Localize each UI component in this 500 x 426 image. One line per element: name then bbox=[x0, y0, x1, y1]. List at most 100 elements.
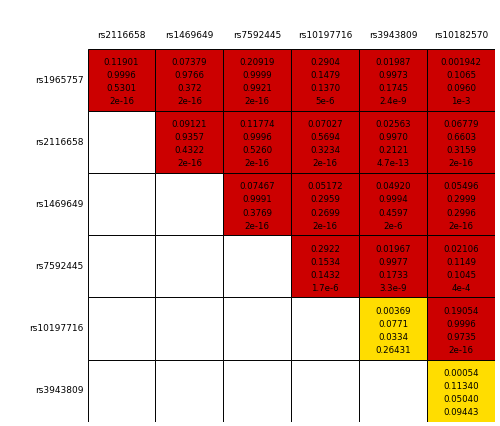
Text: rs1965757: rs1965757 bbox=[35, 75, 84, 84]
Text: 0.1534: 0.1534 bbox=[310, 258, 340, 267]
Bar bbox=[291, 173, 359, 235]
Text: 2e-6: 2e-6 bbox=[384, 222, 403, 230]
Text: 0.9999: 0.9999 bbox=[242, 71, 272, 80]
Text: rs10197716: rs10197716 bbox=[29, 324, 84, 333]
Text: rs1469649: rs1469649 bbox=[165, 31, 214, 40]
Text: 0.0771: 0.0771 bbox=[378, 320, 408, 329]
Text: 0.20919: 0.20919 bbox=[240, 58, 275, 67]
Text: rs10197716: rs10197716 bbox=[298, 31, 352, 40]
Text: 0.6603: 0.6603 bbox=[446, 133, 476, 142]
Text: 2e-16: 2e-16 bbox=[177, 97, 202, 106]
Bar bbox=[88, 111, 156, 173]
Bar bbox=[427, 173, 495, 235]
Bar bbox=[359, 235, 427, 297]
Text: 0.4597: 0.4597 bbox=[378, 208, 408, 218]
Text: 0.9991: 0.9991 bbox=[242, 196, 272, 204]
Text: 0.11340: 0.11340 bbox=[443, 382, 479, 391]
Text: 0.1045: 0.1045 bbox=[446, 271, 476, 279]
Text: 0.1745: 0.1745 bbox=[378, 84, 408, 93]
Text: 0.00054: 0.00054 bbox=[443, 369, 479, 378]
Text: 0.07027: 0.07027 bbox=[308, 120, 343, 129]
Text: 0.3234: 0.3234 bbox=[310, 147, 340, 155]
Text: 2e-16: 2e-16 bbox=[448, 159, 473, 168]
Bar bbox=[224, 49, 291, 111]
Text: 0.0960: 0.0960 bbox=[446, 84, 476, 93]
Text: 0.11774: 0.11774 bbox=[240, 120, 275, 129]
Text: 0.1149: 0.1149 bbox=[446, 258, 476, 267]
Bar bbox=[291, 49, 359, 111]
Text: rs1469649: rs1469649 bbox=[35, 200, 84, 209]
Bar bbox=[427, 111, 495, 173]
Text: 0.372: 0.372 bbox=[177, 84, 202, 93]
Bar bbox=[88, 173, 156, 235]
Bar bbox=[427, 297, 495, 360]
Text: 0.02106: 0.02106 bbox=[443, 245, 479, 253]
Text: 0.9973: 0.9973 bbox=[378, 71, 408, 80]
Bar bbox=[224, 235, 291, 297]
Text: 2e-16: 2e-16 bbox=[245, 222, 270, 230]
Text: rs3943809: rs3943809 bbox=[35, 386, 84, 395]
Bar bbox=[156, 297, 224, 360]
Bar bbox=[88, 235, 156, 297]
Text: 0.1733: 0.1733 bbox=[378, 271, 408, 279]
Text: 2e-16: 2e-16 bbox=[177, 159, 202, 168]
Bar bbox=[88, 360, 156, 422]
Bar bbox=[359, 111, 427, 173]
Text: 0.2904: 0.2904 bbox=[310, 58, 340, 67]
Text: 0.2121: 0.2121 bbox=[378, 147, 408, 155]
Text: 0.05496: 0.05496 bbox=[444, 182, 479, 191]
Text: 0.5301: 0.5301 bbox=[106, 84, 136, 93]
Text: 4.7e-13: 4.7e-13 bbox=[376, 159, 410, 168]
Text: rs3943809: rs3943809 bbox=[369, 31, 418, 40]
Text: 0.2699: 0.2699 bbox=[310, 208, 340, 218]
Bar bbox=[291, 235, 359, 297]
Text: 0.2999: 0.2999 bbox=[446, 196, 476, 204]
Bar bbox=[359, 297, 427, 360]
Text: 0.9735: 0.9735 bbox=[446, 333, 476, 342]
Text: 0.9970: 0.9970 bbox=[378, 133, 408, 142]
Text: 0.04920: 0.04920 bbox=[376, 182, 411, 191]
Text: 2e-16: 2e-16 bbox=[245, 159, 270, 168]
Text: 0.4322: 0.4322 bbox=[174, 147, 204, 155]
Text: 0.11901: 0.11901 bbox=[104, 58, 139, 67]
Text: 0.9996: 0.9996 bbox=[446, 320, 476, 329]
Bar bbox=[291, 111, 359, 173]
Text: 0.9921: 0.9921 bbox=[242, 84, 272, 93]
Bar bbox=[291, 297, 359, 360]
Bar bbox=[224, 360, 291, 422]
Text: 0.001942: 0.001942 bbox=[440, 58, 482, 67]
Bar bbox=[156, 49, 224, 111]
Text: 0.9977: 0.9977 bbox=[378, 258, 408, 267]
Text: 0.05172: 0.05172 bbox=[308, 182, 343, 191]
Text: 2e-16: 2e-16 bbox=[312, 222, 338, 230]
Text: 0.3159: 0.3159 bbox=[446, 147, 476, 155]
Text: 0.05040: 0.05040 bbox=[443, 395, 479, 404]
Bar bbox=[224, 297, 291, 360]
Text: 0.00369: 0.00369 bbox=[376, 307, 411, 316]
Text: 4e-4: 4e-4 bbox=[452, 284, 471, 293]
Text: 1e-3: 1e-3 bbox=[452, 97, 471, 106]
Text: rs7592445: rs7592445 bbox=[233, 31, 281, 40]
Text: 0.2959: 0.2959 bbox=[310, 196, 340, 204]
Text: 3.3e-9: 3.3e-9 bbox=[380, 284, 407, 293]
Text: 0.9996: 0.9996 bbox=[242, 133, 272, 142]
Text: 0.07379: 0.07379 bbox=[172, 58, 207, 67]
Text: 0.2996: 0.2996 bbox=[446, 208, 476, 218]
Text: 0.07467: 0.07467 bbox=[240, 182, 275, 191]
Bar bbox=[359, 360, 427, 422]
Text: 2e-16: 2e-16 bbox=[109, 97, 134, 106]
Bar bbox=[156, 111, 224, 173]
Text: 0.01987: 0.01987 bbox=[376, 58, 411, 67]
Text: 0.9357: 0.9357 bbox=[174, 133, 204, 142]
Bar bbox=[156, 360, 224, 422]
Text: 0.09121: 0.09121 bbox=[172, 120, 207, 129]
Text: 0.1432: 0.1432 bbox=[310, 271, 340, 279]
Bar bbox=[88, 297, 156, 360]
Bar bbox=[427, 360, 495, 422]
Bar bbox=[224, 173, 291, 235]
Bar bbox=[156, 173, 224, 235]
Text: 0.9994: 0.9994 bbox=[378, 196, 408, 204]
Text: 0.3769: 0.3769 bbox=[242, 208, 272, 218]
Text: 0.0334: 0.0334 bbox=[378, 333, 408, 342]
Bar bbox=[359, 49, 427, 111]
